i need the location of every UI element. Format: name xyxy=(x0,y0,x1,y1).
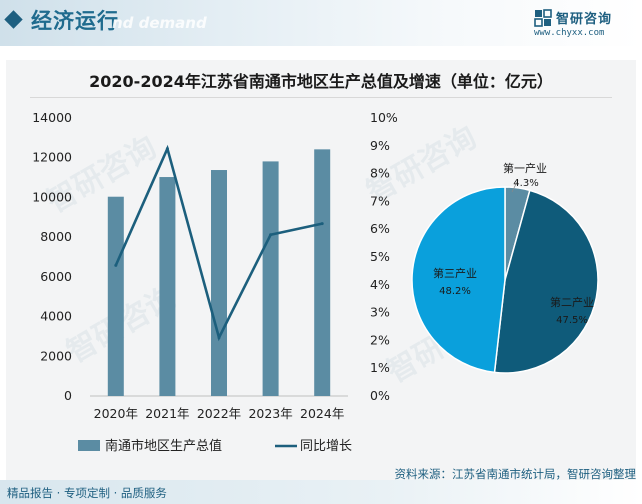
growth-point xyxy=(269,233,273,237)
y-right-tick-label: 0% xyxy=(370,388,390,403)
pie-leader-line xyxy=(511,179,519,193)
pie-chart: 第一产业 4.3% 第二产业 47.5% 第三产业 48.2% xyxy=(411,161,599,374)
y-left-tick-label: 8000 xyxy=(40,229,72,244)
title-divider xyxy=(30,97,612,98)
section-ghost-text: nd demand xyxy=(112,14,207,32)
legend-swatch-bar xyxy=(78,440,100,451)
y-left-tick-label: 14000 xyxy=(32,110,72,125)
y-left-tick-label: 0 xyxy=(64,388,72,403)
legend-label-growth: 同比增长 xyxy=(300,439,352,454)
y-right-tick-label: 9% xyxy=(370,138,390,153)
y-left-tick-label: 2000 xyxy=(40,348,72,363)
y-right-tick-label: 3% xyxy=(370,305,390,320)
pie-label-第三产业: 第三产业 xyxy=(433,266,477,280)
footer-band xyxy=(0,480,642,504)
chart-legend: 南通市地区生产总值 同比增长 xyxy=(78,438,352,454)
y-left-tick-label: 10000 xyxy=(32,189,72,204)
source-note: 资料来源：江苏省南通市统计局，智研咨询整理 xyxy=(394,467,637,481)
bar-2023年 xyxy=(262,161,279,396)
y-right-tick-label: 1% xyxy=(370,360,390,375)
pie-value-第一产业: 4.3% xyxy=(513,178,538,189)
pie-value-第三产业: 48.2% xyxy=(439,286,471,297)
footer-text: 精品报告 · 专项定制 · 品质服务 xyxy=(7,486,167,500)
y-right-tick-label: 7% xyxy=(370,193,390,208)
brand-name: 智研咨询 xyxy=(556,12,613,27)
bar-2022年 xyxy=(211,170,227,396)
y-right-tick-label: 2% xyxy=(370,332,390,347)
y-left-tick-label: 6000 xyxy=(40,269,72,284)
y-right-tick-label: 8% xyxy=(370,166,390,181)
bar-2020年 xyxy=(107,196,124,396)
y-right-tick-label: 4% xyxy=(370,277,390,292)
section-title: 经济运行 xyxy=(31,9,119,33)
brand-logo-icon xyxy=(534,9,552,27)
y-right-tick-label: 5% xyxy=(370,249,390,264)
chart-title: 2020-2024年江苏省南通市地区生产总值及增速（单位：亿元） xyxy=(89,72,553,91)
growth-point xyxy=(320,222,324,226)
x-tick-label: 2022年 xyxy=(197,406,241,421)
pie-slice-第三产业 xyxy=(411,186,506,374)
combo-chart: 0 2000 4000 6000 8000 10000 12000 14000 0% 1% 2% 3%… xyxy=(32,110,398,421)
growth-point xyxy=(165,147,169,151)
y-right-tick-label: 10% xyxy=(370,110,398,125)
pie-label-第二产业: 第二产业 xyxy=(550,295,594,309)
bar-2021年 xyxy=(159,177,176,396)
pie-value-第二产业: 47.5% xyxy=(556,315,588,326)
brand-block: 智研咨询 www.chyxx.com xyxy=(534,8,634,40)
growth-point xyxy=(217,336,221,340)
y-left-tick-label: 12000 xyxy=(32,150,72,165)
pie-label-第一产业: 第一产业 xyxy=(503,161,547,175)
x-tick-label: 2021年 xyxy=(145,406,189,421)
x-tick-label: 2023年 xyxy=(248,406,292,421)
pie-slice-第二产业 xyxy=(493,189,599,374)
bar-2024年 xyxy=(314,149,331,396)
y-left-tick-label: 4000 xyxy=(40,309,72,324)
legend-label-gdp: 南通市地区生产总值 xyxy=(105,438,222,454)
x-tick-label: 2024年 xyxy=(300,406,344,421)
growth-point xyxy=(114,263,118,267)
brand-url: www.chyxx.com xyxy=(534,28,605,38)
x-tick-label: 2020年 xyxy=(94,406,138,421)
y-right-tick-label: 6% xyxy=(370,221,390,236)
